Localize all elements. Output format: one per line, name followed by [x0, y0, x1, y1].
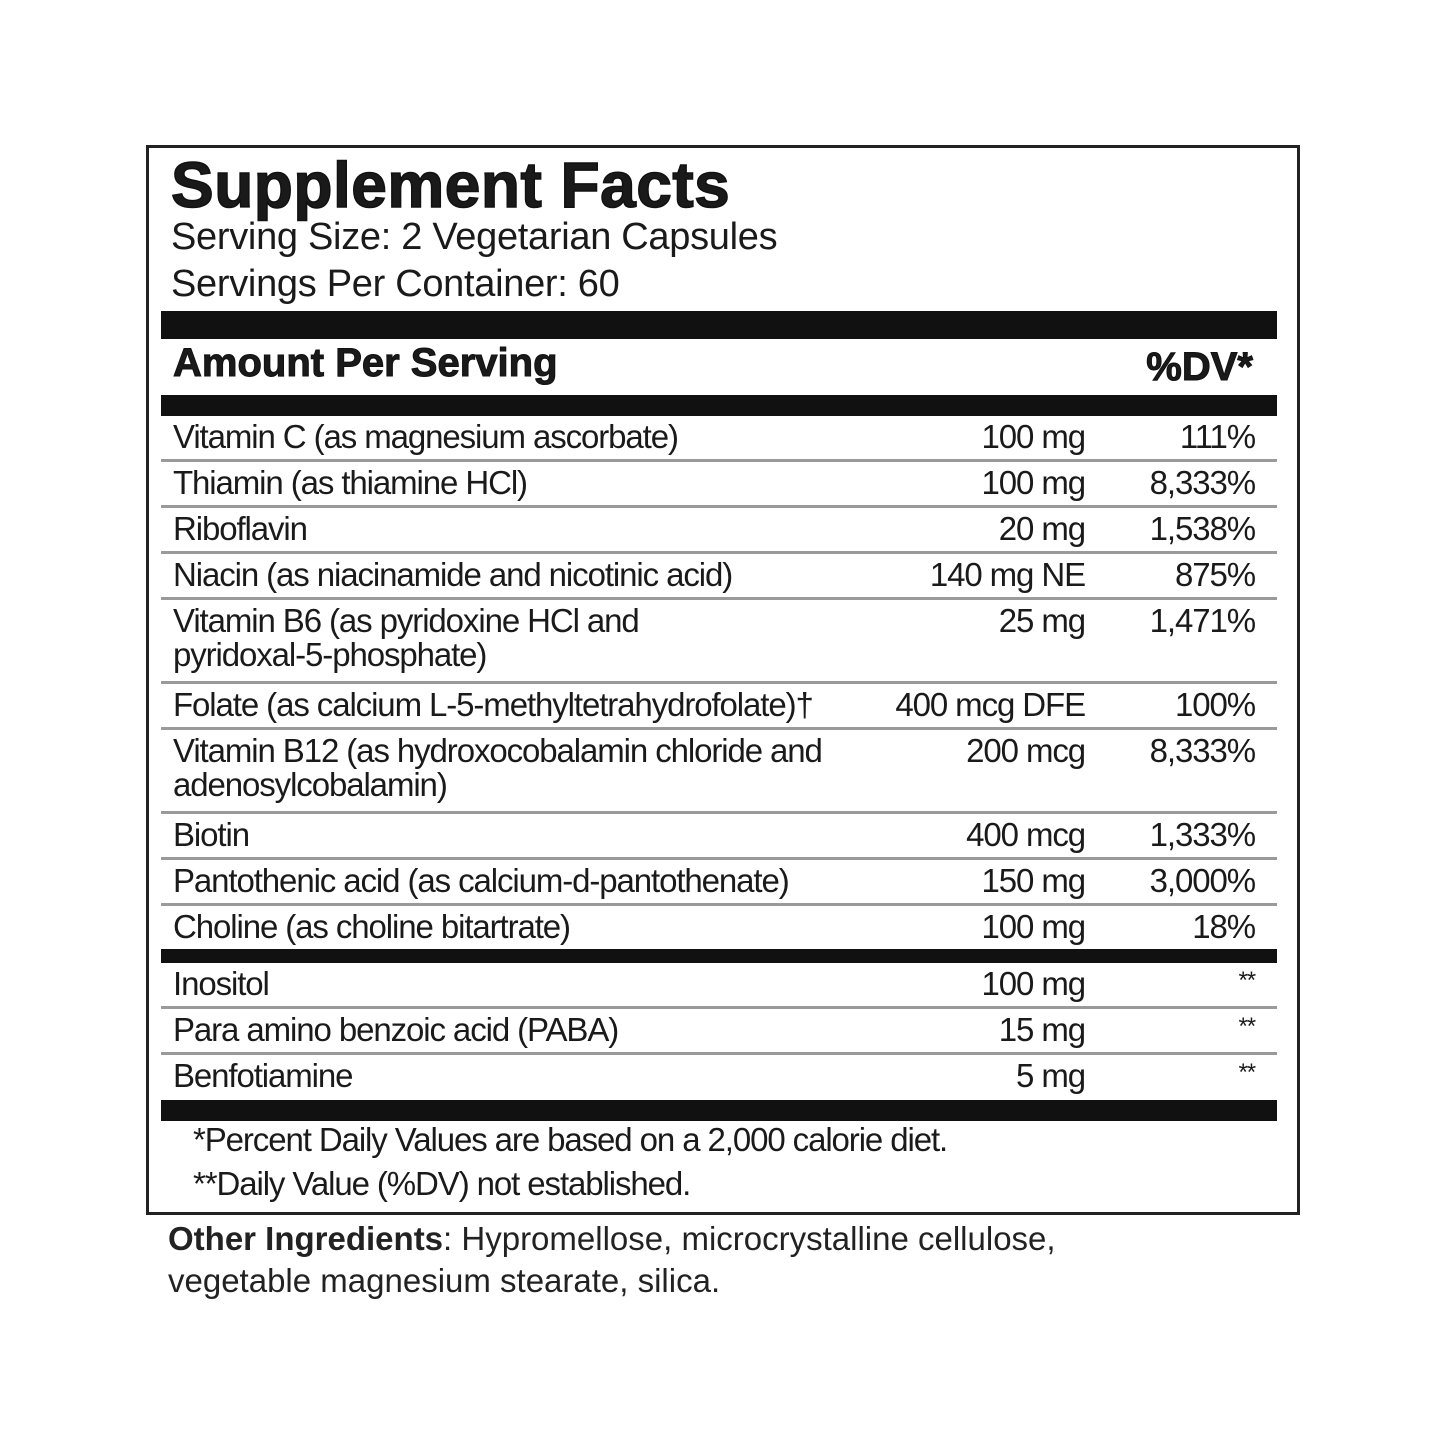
nutrient-dv: 1,538% — [1149, 510, 1256, 547]
table-row: Biotin 400 mcg 1,333% — [161, 814, 1277, 860]
amount-per-serving-header: Amount Per Serving — [173, 341, 559, 386]
nutrient-name-line: Riboflavin — [173, 510, 308, 547]
footnote-not-established: **Daily Value (%DV) not established. — [193, 1165, 691, 1202]
table-row: Pantothenic acid (as calcium-d-pantothen… — [161, 860, 1277, 906]
table-row: Para amino benzoic acid (PABA) 15 mg ** — [161, 1009, 1277, 1055]
nutrient-name: Vitamin B6 (as pyridoxine HCl and pyridox… — [173, 602, 640, 673]
nutrient-name: Riboflavin — [173, 510, 308, 547]
nutrient-amount: 100 mg — [981, 418, 1087, 455]
nutrient-name-line: Pantothenic acid (as calcium-d-pantothen… — [173, 862, 790, 899]
other-ingredients-line2: vegetable magnesium stearate, silica. — [168, 1262, 721, 1299]
nutrient-name-line: adenosylcobalamin) — [173, 766, 448, 803]
other-ingredients-line1: Other Ingredients: Hypromellose, microcr… — [168, 1220, 1056, 1258]
nutrient-amount: 400 mcg — [966, 816, 1086, 853]
nutrient-name-line: Benfotiamine — [173, 1057, 354, 1094]
nutrient-name: Pantothenic acid (as calcium-d-pantothen… — [173, 862, 790, 899]
table-row: Vitamin C (as magnesium ascorbate) 100 mg… — [161, 416, 1277, 462]
nutrient-dv: 111% — [1179, 418, 1256, 455]
nutrient-amount: 5 mg — [1016, 1057, 1086, 1094]
nutrient-name: Benfotiamine — [173, 1057, 354, 1094]
panel-title: Supplement Facts — [170, 148, 731, 222]
table-row: Thiamin (as thiamine HCl) 100 mg 8,333% — [161, 462, 1277, 508]
nutrient-amount: 100 mg — [981, 965, 1087, 1002]
nutrient-name-line: Choline (as choline bitartrate) — [173, 908, 571, 945]
nutrient-amount: 15 mg — [998, 1011, 1086, 1048]
dv-header: %DV* — [1146, 345, 1254, 390]
nutrient-name-line: Vitamin B12 (as hydroxocobalamin chlorid… — [173, 732, 823, 769]
nutrient-name-line: Vitamin C (as magnesium ascorbate) — [173, 418, 679, 455]
nutrient-name-line: Folate (as calcium L-5-methyltetrahydrof… — [173, 686, 814, 723]
nutrient-amount: 20 mg — [998, 510, 1086, 547]
servings-per-container: Servings Per Container: 60 — [171, 263, 620, 305]
nutrient-name: Inositol — [173, 965, 270, 1002]
nutrient-dv: 875% — [1174, 556, 1256, 593]
nutrient-dv: 1,333% — [1149, 816, 1256, 853]
nutrient-dv: 3,000% — [1149, 862, 1256, 899]
nutrient-name-line: Biotin — [173, 816, 250, 853]
table-row: Niacin (as niacinamide and nicotinic aci… — [161, 554, 1277, 600]
table-row: Benfotiamine 5 mg ** — [161, 1055, 1277, 1098]
nutrient-name: Biotin — [173, 816, 250, 853]
nutrient-name: Folate (as calcium L-5-methyltetrahydrof… — [173, 686, 814, 723]
nutrient-name: Thiamin (as thiamine HCl) — [173, 464, 528, 501]
nutrient-name-line: Inositol — [173, 965, 270, 1002]
section-divider — [161, 949, 1277, 963]
nutrient-name-line: Para amino benzoic acid (PABA) — [173, 1011, 619, 1048]
nutrient-name: Vitamin C (as magnesium ascorbate) — [173, 418, 679, 455]
nutrient-name: Para amino benzoic acid (PABA) — [173, 1011, 619, 1048]
table-row: Choline (as choline bitartrate) 100 mg 18% — [161, 906, 1277, 949]
header-divider — [161, 395, 1277, 416]
supplement-facts-panel: Supplement Facts Serving Size: 2 Vegetar… — [146, 145, 1300, 1215]
nutrient-amount: 150 mg — [981, 862, 1087, 899]
table-row: Inositol 100 mg ** — [161, 963, 1277, 1009]
table-row: Riboflavin 20 mg 1,538% — [161, 508, 1277, 554]
nutrient-name-line: Niacin (as niacinamide and nicotinic aci… — [173, 556, 733, 593]
nutrient-dv: 8,333% — [1149, 464, 1256, 501]
nutrient-name: Choline (as choline bitartrate) — [173, 908, 571, 945]
panel-inner: Supplement Facts Serving Size: 2 Vegetar… — [161, 148, 1277, 1212]
nutrient-amount: 140 mg NE — [929, 556, 1086, 593]
table-row: Folate (as calcium L-5-methyltetrahydrof… — [161, 684, 1277, 730]
nutrient-name: Niacin (as niacinamide and nicotinic aci… — [173, 556, 733, 593]
nutrient-amount: 100 mg — [981, 908, 1087, 945]
nutrient-dv: ** — [1238, 967, 1257, 994]
nutrient-name-line: Vitamin B6 (as pyridoxine HCl and — [173, 602, 640, 639]
nutrient-dv: 1,471% — [1149, 602, 1256, 639]
nutrient-amount: 100 mg — [981, 464, 1087, 501]
nutrient-amount: 25 mg — [998, 602, 1086, 639]
nutrient-name-line: pyridoxal-5-phosphate) — [173, 636, 487, 673]
nutrient-name: Vitamin B12 (as hydroxocobalamin chlorid… — [173, 732, 823, 803]
table-row: Vitamin B6 (as pyridoxine HCl and pyridox… — [161, 600, 1277, 684]
nutrient-dv: 100% — [1174, 686, 1256, 723]
thick-divider — [161, 311, 1277, 339]
other-ingredients-label: Other Ingredients — [168, 1220, 444, 1257]
nutrient-amount: 200 mcg — [966, 732, 1086, 769]
nutrient-dv: 8,333% — [1149, 732, 1256, 769]
other-ingredients-text: : Hypromellose, microcrystalline cellulo… — [443, 1220, 1056, 1257]
nutrient-dv: ** — [1238, 1059, 1257, 1086]
nutrient-amount: 400 mcg DFE — [895, 686, 1086, 723]
nutrient-dv: ** — [1238, 1013, 1257, 1040]
nutrient-name-line: Thiamin (as thiamine HCl) — [173, 464, 528, 501]
bottom-divider — [161, 1100, 1277, 1121]
nutrient-dv: 18% — [1192, 908, 1256, 945]
nutrient-table: Vitamin C (as magnesium ascorbate) 100 mg… — [161, 416, 1277, 1098]
table-row: Vitamin B12 (as hydroxocobalamin chlorid… — [161, 730, 1277, 814]
serving-size: Serving Size: 2 Vegetarian Capsules — [171, 216, 778, 258]
footnote-dv: *Percent Daily Values are based on a 2,0… — [193, 1121, 948, 1158]
